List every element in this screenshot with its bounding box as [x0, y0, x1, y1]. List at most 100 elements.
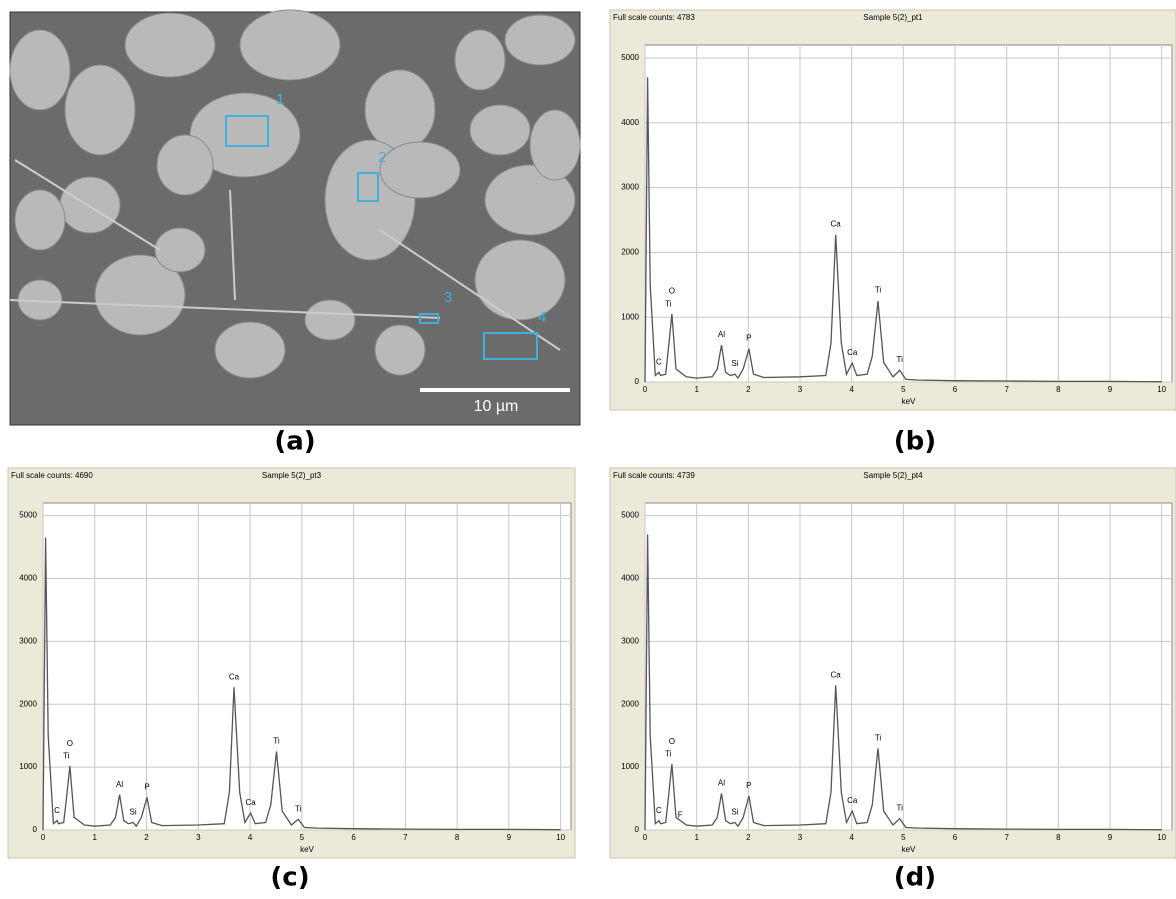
x-tick-label: 1 — [694, 833, 699, 842]
peak-label: Si — [731, 808, 738, 817]
x-tick-label: 5 — [300, 833, 305, 842]
x-tick-label: 5 — [901, 385, 906, 394]
peak-label: O — [67, 739, 73, 748]
x-tick-label: 8 — [455, 833, 460, 842]
chart-title: Sample 5(2)_pt1 — [863, 13, 923, 22]
y-tick-label: 3000 — [19, 636, 37, 645]
peak-label: F — [678, 811, 683, 820]
peak-label: O — [669, 286, 675, 295]
peak-label: Ca — [229, 672, 240, 681]
peak-label: Al — [718, 779, 725, 788]
x-tick-label: 4 — [849, 833, 854, 842]
x-tick-label: 6 — [953, 833, 958, 842]
peak-label: Ti — [875, 286, 882, 295]
y-tick-label: 1000 — [621, 312, 639, 321]
y-tick-label: 5000 — [19, 511, 37, 520]
x-axis-label: keV — [300, 845, 314, 854]
peak-label: Ti — [665, 750, 672, 759]
y-tick-label: 5000 — [621, 53, 639, 62]
peak-label: Ca — [847, 796, 858, 805]
x-tick-label: 2 — [746, 833, 751, 842]
x-tick-label: 9 — [1108, 833, 1113, 842]
peak-label: P — [746, 781, 751, 790]
peak-label: Al — [718, 330, 725, 339]
x-tick-label: 9 — [1108, 385, 1113, 394]
x-tick-label: 10 — [556, 833, 565, 842]
marker-label: 1 — [276, 91, 284, 108]
peak-label: O — [669, 737, 675, 746]
marker-label: 3 — [444, 289, 452, 306]
panel-label: (a) — [274, 427, 315, 457]
y-tick-label: 3000 — [621, 636, 639, 645]
panel-label: (c) — [270, 863, 309, 893]
peak-label: C — [54, 806, 60, 815]
y-tick-label: 0 — [33, 825, 38, 834]
x-tick-label: 3 — [798, 833, 803, 842]
x-tick-label: 1 — [694, 385, 699, 394]
scale-bar-label: 10 µm — [474, 398, 519, 415]
x-tick-label: 3 — [196, 833, 201, 842]
x-tick-label: 5 — [901, 833, 906, 842]
x-axis-label: keV — [902, 397, 916, 406]
sem-image: 1 2 3 4 10 µm — [10, 10, 580, 425]
peak-label: Ti — [63, 752, 70, 761]
y-tick-label: 3000 — [621, 183, 639, 192]
marker-label: 4 — [538, 309, 546, 326]
y-tick-label: 0 — [635, 377, 640, 386]
y-tick-label: 0 — [635, 825, 640, 834]
peak-label: Ca — [831, 220, 842, 229]
peak-label: Al — [116, 780, 123, 789]
x-tick-label: 0 — [643, 833, 648, 842]
peak-label: P — [144, 782, 149, 791]
peak-label: Ti — [295, 804, 302, 813]
peak-label: Ca — [831, 670, 842, 679]
peak-label: C — [656, 806, 662, 815]
x-tick-label: 7 — [1004, 385, 1009, 394]
chart-title: Sample 5(2)_pt4 — [863, 471, 923, 480]
y-tick-label: 1000 — [19, 762, 37, 771]
y-tick-label: 4000 — [621, 574, 639, 583]
x-axis-label: keV — [902, 845, 916, 854]
peak-label: Ca — [847, 348, 858, 357]
x-tick-label: 2 — [746, 385, 751, 394]
x-tick-label: 8 — [1056, 833, 1061, 842]
peak-label: P — [746, 334, 751, 343]
x-tick-label: 7 — [1004, 833, 1009, 842]
panel-label: (b) — [894, 427, 936, 457]
peak-label: Ti — [273, 736, 280, 745]
y-tick-label: 4000 — [19, 574, 37, 583]
x-tick-label: 7 — [403, 833, 408, 842]
y-tick-label: 2000 — [19, 699, 37, 708]
peak-label: Ti — [665, 299, 672, 308]
x-tick-label: 2 — [144, 833, 149, 842]
x-tick-label: 0 — [643, 385, 648, 394]
figure: 1 2 3 4 10 µm (a) Full scale counts: 478… — [0, 0, 1176, 894]
x-tick-label: 6 — [953, 385, 958, 394]
peak-label: C — [656, 358, 662, 367]
peak-label: Ti — [897, 804, 904, 813]
y-tick-label: 4000 — [621, 118, 639, 127]
peak-label: Ti — [875, 733, 882, 742]
x-tick-label: 8 — [1056, 385, 1061, 394]
peak-label: Ti — [897, 355, 904, 364]
chart-subtitle: Full scale counts: 4690 — [11, 471, 93, 480]
y-tick-label: 2000 — [621, 247, 639, 256]
marker-label: 2 — [378, 149, 386, 166]
scale-bar — [420, 388, 570, 392]
peak-label: Si — [731, 359, 738, 368]
x-tick-label: 3 — [798, 385, 803, 394]
y-tick-label: 5000 — [621, 511, 639, 520]
y-tick-label: 1000 — [621, 762, 639, 771]
x-tick-label: 6 — [351, 833, 356, 842]
chart-subtitle: Full scale counts: 4739 — [613, 471, 695, 480]
panel-label: (d) — [894, 863, 936, 893]
x-tick-label: 4 — [849, 385, 854, 394]
chart-title: Sample 5(2)_pt3 — [262, 471, 322, 480]
x-tick-label: 1 — [93, 833, 98, 842]
peak-label: Ca — [245, 798, 256, 807]
chart-subtitle: Full scale counts: 4783 — [613, 13, 695, 22]
x-tick-label: 10 — [1157, 385, 1166, 394]
peak-label: Si — [130, 808, 137, 817]
x-tick-label: 9 — [507, 833, 512, 842]
y-tick-label: 2000 — [621, 699, 639, 708]
